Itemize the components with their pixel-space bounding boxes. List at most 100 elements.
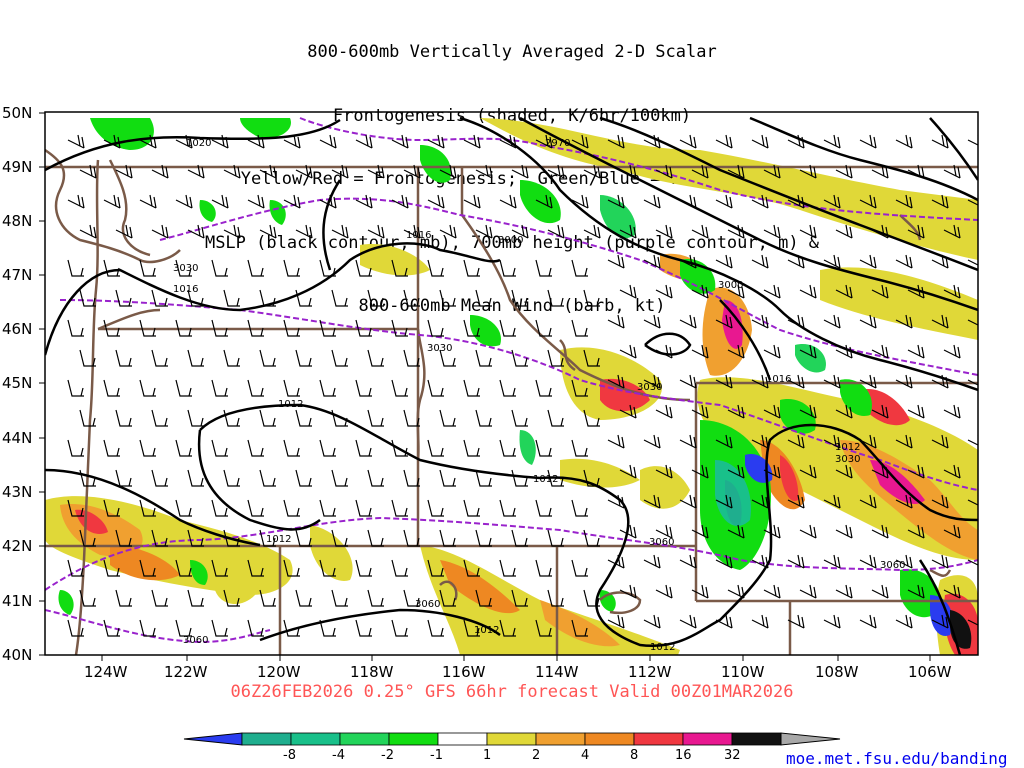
wind-barb bbox=[259, 589, 276, 607]
wind-barb bbox=[475, 469, 492, 487]
wind-barb bbox=[67, 194, 85, 209]
wind-barb bbox=[943, 164, 961, 179]
wind-barb bbox=[607, 314, 625, 329]
colorbar-arrow-high bbox=[780, 732, 841, 746]
colorbar-swatch bbox=[290, 732, 341, 746]
wind-barb bbox=[283, 559, 300, 577]
wind-barb bbox=[655, 224, 673, 239]
wind-barb bbox=[715, 374, 733, 389]
wind-barb bbox=[439, 469, 456, 487]
wind-barb bbox=[871, 224, 889, 239]
wind-barb bbox=[763, 224, 781, 239]
wind-barb bbox=[907, 464, 925, 479]
wind-barb bbox=[463, 194, 481, 209]
wind-barb bbox=[499, 619, 516, 637]
wind-barb bbox=[895, 254, 913, 269]
wind-barb bbox=[619, 584, 637, 599]
wind-barb bbox=[547, 224, 565, 239]
wind-barb bbox=[655, 524, 673, 539]
wind-barb bbox=[583, 409, 600, 427]
wind-barb bbox=[211, 379, 228, 397]
colorbar-swatch bbox=[486, 732, 537, 746]
wind-barb bbox=[535, 259, 552, 277]
wind-barb bbox=[67, 499, 84, 517]
wind-barb bbox=[679, 134, 697, 149]
wind-barb bbox=[511, 529, 528, 547]
wind-barb bbox=[391, 619, 408, 637]
wind-barb bbox=[679, 314, 697, 329]
mslp-label: 1012 bbox=[474, 625, 499, 636]
wind-barb bbox=[391, 499, 408, 517]
forecast-valid-text: 06Z26FEB2026 0.25° GFS 66hr forecast Val… bbox=[230, 682, 794, 702]
wind-barb bbox=[859, 134, 877, 149]
wind-barb bbox=[895, 374, 913, 389]
wind-barb bbox=[355, 134, 373, 149]
wind-barb bbox=[223, 349, 240, 367]
wind-barb bbox=[931, 194, 949, 209]
wind-barb bbox=[259, 224, 277, 239]
wind-barb bbox=[763, 584, 781, 599]
wind-barb bbox=[715, 254, 733, 269]
wind-barb bbox=[391, 559, 408, 577]
wind-barb bbox=[463, 134, 481, 149]
wind-barb bbox=[751, 254, 769, 269]
wind-barb bbox=[175, 319, 192, 337]
wind-barb bbox=[259, 409, 276, 427]
lat-label: 49N bbox=[2, 158, 32, 176]
contour-labels: 1020 1016 1016 1012 1012 1012 1012 1016 … bbox=[173, 138, 905, 653]
wind-barb bbox=[980, 465, 996, 478]
lat-label: 43N bbox=[2, 483, 32, 501]
wind-barb bbox=[247, 619, 264, 637]
wind-barb bbox=[823, 314, 841, 329]
wind-barb bbox=[115, 469, 132, 487]
wind-barb bbox=[535, 319, 552, 337]
height-label: 3000 bbox=[498, 235, 523, 246]
wind-barb bbox=[727, 164, 745, 179]
wind-barb bbox=[367, 349, 384, 367]
wind-barb bbox=[499, 134, 517, 149]
wind-barb bbox=[895, 134, 913, 149]
wind-barb bbox=[643, 194, 661, 209]
wind-barb bbox=[835, 524, 853, 539]
wind-barb bbox=[763, 344, 781, 359]
wind-barb bbox=[931, 614, 949, 629]
wind-barb bbox=[535, 559, 552, 577]
wind-barb bbox=[931, 554, 949, 569]
wind-barb bbox=[895, 194, 913, 209]
wind-barb bbox=[799, 404, 817, 419]
wind-barb bbox=[475, 289, 492, 307]
wind-barb bbox=[691, 404, 709, 419]
wind-barb bbox=[583, 224, 601, 239]
wind-barb bbox=[211, 194, 229, 209]
wind-barb bbox=[980, 405, 996, 418]
wind-barb bbox=[679, 554, 697, 569]
wind-barb bbox=[859, 374, 877, 389]
wind-barb bbox=[751, 134, 769, 149]
mslp-contours bbox=[45, 116, 978, 655]
lat-label: 47N bbox=[2, 266, 32, 284]
wind-barb bbox=[799, 284, 817, 299]
wind-barb bbox=[355, 619, 372, 637]
wind-barb bbox=[439, 589, 456, 607]
wind-barb bbox=[787, 254, 805, 269]
wind-barb bbox=[583, 589, 600, 607]
wind-barb bbox=[331, 469, 348, 487]
wind-barb bbox=[115, 349, 132, 367]
wind-barb bbox=[535, 379, 552, 397]
wind-barb bbox=[475, 349, 492, 367]
wind-barb bbox=[175, 259, 192, 277]
wind-barb bbox=[475, 164, 493, 179]
height-label: 3030 bbox=[427, 343, 452, 354]
lon-label: 124W bbox=[84, 663, 128, 681]
wind-barb bbox=[151, 409, 168, 427]
wind-barb bbox=[475, 409, 492, 427]
wind-barb bbox=[151, 589, 168, 607]
wind-barb bbox=[943, 284, 961, 299]
wind-barb bbox=[499, 439, 516, 457]
lon-label: 112W bbox=[628, 663, 672, 681]
wind-barb bbox=[475, 589, 492, 607]
wind-barb bbox=[967, 375, 978, 386]
wind-barb bbox=[547, 164, 565, 179]
wind-barb bbox=[391, 259, 408, 277]
wind-barb bbox=[115, 164, 133, 179]
